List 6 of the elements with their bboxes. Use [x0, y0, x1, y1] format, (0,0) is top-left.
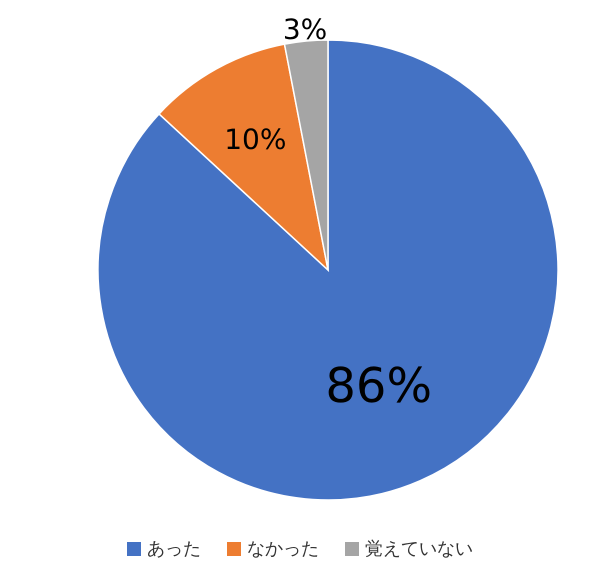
data-label: 10% — [224, 122, 286, 156]
data-label: 3% — [282, 13, 328, 46]
data-label: 86% — [325, 358, 432, 414]
legend-label: なかった — [247, 538, 319, 560]
legend-label: 覚えていない — [365, 538, 473, 560]
legend-label: あった — [147, 538, 201, 560]
